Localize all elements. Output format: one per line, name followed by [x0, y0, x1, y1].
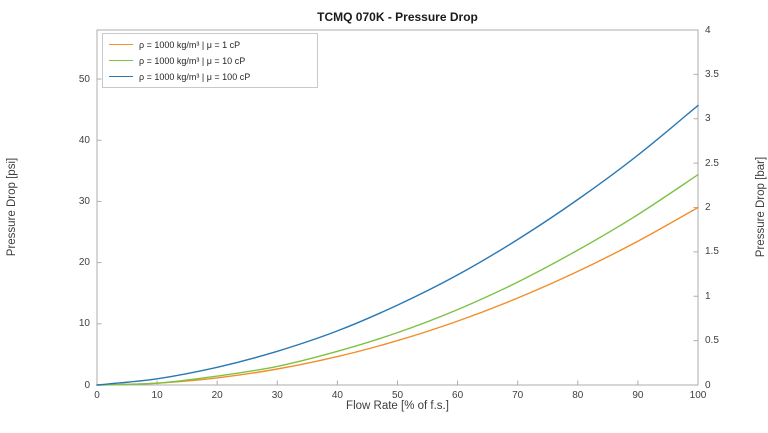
- x-tick-label: 60: [452, 390, 464, 401]
- y-axis-right-label: Pressure Drop [bar]: [755, 156, 767, 258]
- y-right-tick-label: 2.5: [705, 157, 719, 169]
- y-left-tick-label: 40: [78, 134, 90, 146]
- chart-title: TCMQ 070K - Pressure Drop: [317, 10, 478, 24]
- y-left-tick-label: 0: [84, 379, 90, 391]
- x-tick-label: 100: [689, 390, 707, 401]
- series-line-rho-1000-mu-10cP: [96, 174, 699, 386]
- y-left-tick-label: 10: [78, 318, 90, 330]
- y-axis-left-label: Pressure Drop [psi]: [6, 157, 18, 257]
- y-left-tick-label: 30: [78, 195, 90, 207]
- y-right-tick-label: 4: [705, 24, 711, 36]
- x-tick-label: 50: [391, 390, 404, 401]
- x-axis-label: Flow Rate [% of f.s.]: [346, 400, 449, 412]
- y-right-tick-label: 3.5: [705, 68, 719, 80]
- legend-item-label: ρ = 1000 kg/m³ | μ = 100 cP: [139, 71, 251, 82]
- legend-item: ρ = 1000 kg/m³ | μ = 10 cP: [109, 53, 311, 68]
- y-left-tick-label: 20: [78, 257, 90, 269]
- y-left-tick-label: 50: [78, 73, 90, 85]
- y-right-tick-label: 3: [705, 113, 711, 125]
- legend-line-swatch: [109, 44, 133, 45]
- legend-line-swatch: [109, 60, 133, 61]
- legend-item: ρ = 1000 kg/m³ | μ = 1 cP: [109, 37, 311, 52]
- y-right-tick-label: 2: [705, 202, 711, 213]
- y-right-tick-label: 1.5: [705, 246, 719, 258]
- legend-item: ρ = 1000 kg/m³ | μ = 100 cP: [109, 69, 311, 84]
- legend: ρ = 1000 kg/m³ | μ = 1 cP ρ = 1000 kg/m³…: [102, 33, 318, 88]
- legend-item-label: ρ = 1000 kg/m³ | μ = 10 cP: [139, 55, 246, 66]
- series-line-rho-1000-mu-100cP: [96, 104, 699, 386]
- y-right-tick-label: 0: [705, 379, 711, 391]
- x-tick-label: 40: [331, 390, 343, 401]
- x-tick-label: 30: [271, 390, 283, 401]
- x-tick-label: 90: [632, 390, 644, 401]
- x-tick-label: 0: [94, 390, 100, 401]
- legend-line-swatch: [109, 76, 133, 77]
- x-tick-label: 20: [211, 390, 223, 401]
- x-tick-label: 70: [512, 390, 524, 401]
- x-tick-label: 10: [151, 390, 163, 401]
- series-line-rho-1000-mu-1cP: [96, 206, 699, 386]
- x-tick-label: 80: [572, 390, 584, 401]
- y-right-tick-label: 0.5: [705, 335, 719, 347]
- legend-item-label: ρ = 1000 kg/m³ | μ = 1 cP: [139, 39, 241, 50]
- y-right-tick-label: 1: [705, 290, 711, 302]
